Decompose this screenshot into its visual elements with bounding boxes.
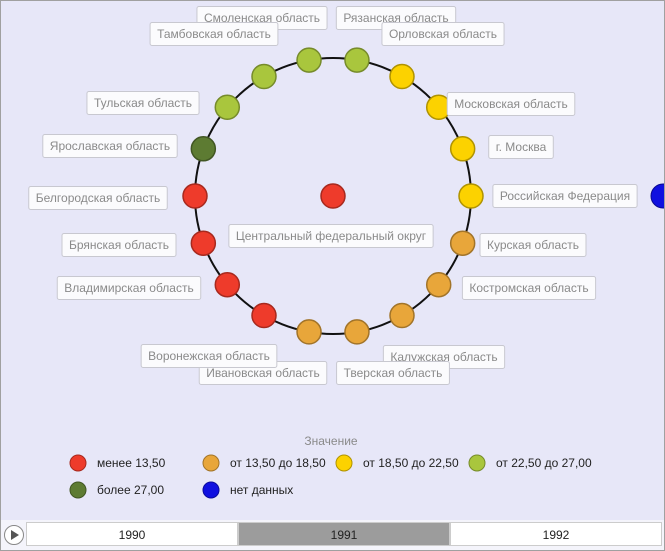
callout-label: Ярославская область <box>50 139 170 153</box>
callout-label: Центральный федеральный округ <box>236 229 427 243</box>
region-node <box>296 47 322 73</box>
legend-swatch <box>468 454 486 472</box>
legend: менее 13,50 от 13,50 до 18,50 от 18,50 до … <box>69 454 592 499</box>
callout-box <box>61 233 177 257</box>
region-node <box>182 183 208 209</box>
callout-label: Калужская область <box>390 350 497 364</box>
callout-label: г. Москва <box>496 140 547 154</box>
region-node <box>214 94 241 121</box>
callout: Ярославская область <box>42 134 178 158</box>
callout-label: Белгородская область <box>36 191 160 205</box>
callout-label: Смоленская область <box>204 11 320 25</box>
timeline: 1990 1991 1992 <box>1 520 664 550</box>
callout: Белгородская область <box>28 186 168 210</box>
callout: Владимирская область <box>56 276 202 300</box>
region-node <box>251 63 277 90</box>
callout-label: Тамбовская область <box>157 27 271 41</box>
callout: Центральный федеральный округ <box>228 224 434 248</box>
region-node <box>190 136 217 162</box>
region-node <box>251 302 277 329</box>
callout-box <box>28 186 168 210</box>
callout: Рязанская область <box>335 6 457 30</box>
region-node <box>344 47 370 73</box>
legend-label: нет данных <box>230 483 293 497</box>
region-node <box>449 136 476 162</box>
callout-label: Костромская область <box>469 281 588 295</box>
callout-box <box>446 92 576 116</box>
callout-label: Рязанская область <box>343 11 448 25</box>
legend-label: от 22,50 до 27,00 <box>496 456 592 470</box>
legend-swatch <box>69 454 87 472</box>
region-node <box>296 319 322 345</box>
callout: Воронежская область <box>140 344 278 368</box>
callout: Тверская область <box>336 361 450 385</box>
region-node <box>425 271 452 298</box>
callout-label: Тульская область <box>94 96 192 110</box>
region-node <box>214 271 241 298</box>
region-node <box>344 319 370 345</box>
callout: Орловская область <box>381 22 505 46</box>
region-node <box>449 230 476 256</box>
callout-box <box>140 344 278 368</box>
callout-box <box>488 135 554 159</box>
callout-box <box>479 233 587 257</box>
callout: Тульская область <box>86 91 200 115</box>
callout-box <box>492 184 638 208</box>
legend-title: Значение <box>304 434 358 448</box>
callout: Костромская область <box>461 276 597 300</box>
callout: г. Москва <box>488 135 554 159</box>
callout-box <box>336 361 450 385</box>
callout: Российская Федерация <box>492 184 638 208</box>
legend-swatch <box>202 481 220 499</box>
callout-box <box>86 91 200 115</box>
year-segment[interactable]: 1990 <box>26 522 238 546</box>
year-segment[interactable]: 1992 <box>450 522 662 546</box>
legend-label: более 27,00 <box>97 483 164 497</box>
callout-box <box>461 276 597 300</box>
callout-box <box>42 134 178 158</box>
callout-box <box>149 22 279 46</box>
callout-label: Курская область <box>487 238 579 252</box>
legend-swatch <box>202 454 220 472</box>
callout-label: Тверская область <box>344 366 443 380</box>
callout-box <box>381 22 505 46</box>
legend-label: менее 13,50 <box>97 456 166 470</box>
region-node <box>389 302 415 329</box>
callout: Московская область <box>446 92 576 116</box>
callout-label: Московская область <box>454 97 568 111</box>
callout-box <box>56 276 202 300</box>
callout: Брянская область <box>61 233 177 257</box>
legend-swatch <box>69 481 87 499</box>
region-node <box>320 183 346 209</box>
callout-label: Воронежская область <box>148 349 270 363</box>
region-node <box>389 63 415 90</box>
callout-box <box>228 224 434 248</box>
year-segment[interactable]: 1991 <box>238 522 450 546</box>
callout: Курская область <box>479 233 587 257</box>
callout: Тамбовская область <box>149 22 279 46</box>
legend-label: от 13,50 до 18,50 <box>230 456 326 470</box>
region-node <box>190 230 217 256</box>
offscreen-node <box>650 183 664 209</box>
legend-label: от 18,50 до 22,50 <box>363 456 459 470</box>
callout-label: Ивановская область <box>206 366 320 380</box>
callout-label: Орловская область <box>389 27 497 41</box>
region-node <box>458 183 484 209</box>
play-button[interactable] <box>4 525 24 545</box>
diagram: Значение Смоленская область Рязанская обл… <box>28 6 664 499</box>
callout-label: Брянская область <box>69 238 169 252</box>
callout-label: Владимирская область <box>64 281 193 295</box>
callout-label: Российская Федерация <box>500 189 630 203</box>
legend-swatch <box>335 454 353 472</box>
